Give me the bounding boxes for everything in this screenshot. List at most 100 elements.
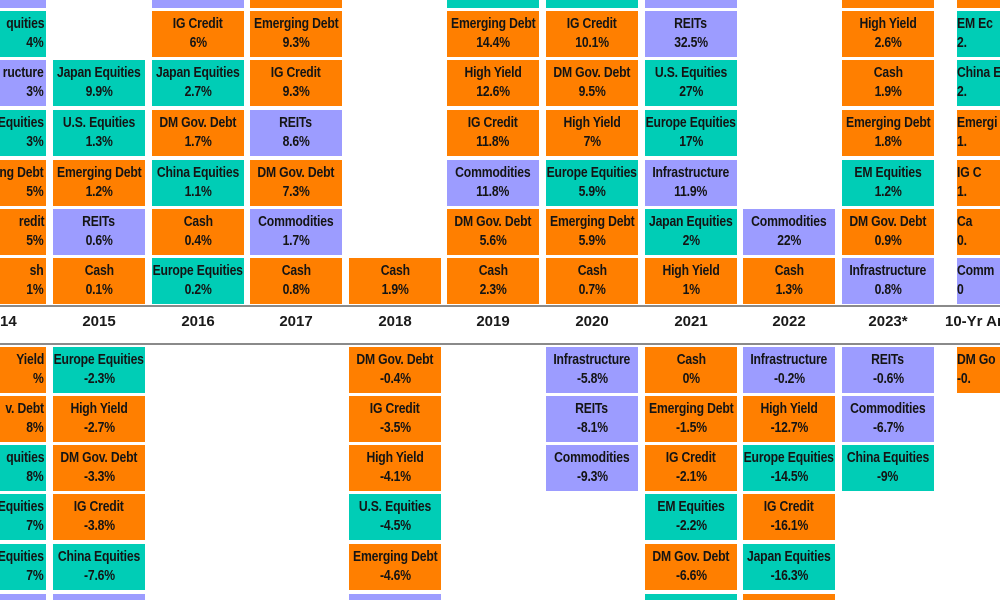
return-value-label: 0.4% xyxy=(184,233,212,249)
return-value-label: 5% xyxy=(26,233,44,249)
asset-class-label: REITs xyxy=(575,401,609,417)
return-value-label: -6.7% xyxy=(872,420,904,436)
negative-return-cell xyxy=(645,594,737,600)
asset-class-label: DM Gov. Debt xyxy=(454,214,532,230)
return-value-label: -3.5% xyxy=(379,420,411,436)
negative-return-cell: IG Credit -2.1% xyxy=(645,445,737,491)
negative-return-cell: Equities 7% xyxy=(0,544,46,590)
year-label: 2017 xyxy=(279,313,313,330)
positive-return-cell: High Yield 7% xyxy=(546,110,638,156)
negative-return-cell: Equities 7% xyxy=(0,494,46,540)
return-value-label: 2.6% xyxy=(874,35,902,51)
negative-return-cell: DM Gov. Debt -3.3% xyxy=(53,445,145,491)
negative-return-cell xyxy=(743,594,835,600)
asset-class-label: Yield xyxy=(16,352,44,368)
positive-return-cell: Cash 2.3% xyxy=(447,258,539,304)
positive-return-cell xyxy=(250,0,342,8)
return-value-label: 11.8% xyxy=(476,184,510,200)
return-value-label: 1.7% xyxy=(184,134,212,150)
positive-return-cell: China E 2. xyxy=(957,60,1000,106)
asset-class-label: REITs xyxy=(871,352,905,368)
asset-class-label: Cash xyxy=(84,263,114,279)
positive-return-cell: Commodities 11.8% xyxy=(447,160,539,206)
positive-return-cell: Cash 0.7% xyxy=(546,258,638,304)
return-value-label: 1.8% xyxy=(874,134,902,150)
positive-return-cell: ructure 3% xyxy=(0,60,46,106)
asset-class-label: Emerging Debt xyxy=(648,401,734,417)
negative-return-cell: v. Debt 8% xyxy=(0,396,46,442)
asset-class-label: redit xyxy=(18,214,44,230)
return-value-label: 0.6% xyxy=(85,233,113,249)
year-label: 2016 xyxy=(181,313,215,330)
return-value-label: 0.9% xyxy=(874,233,902,249)
negative-return-cell: U.S. Equities -4.5% xyxy=(349,494,441,540)
year-label: 2022 xyxy=(772,313,806,330)
return-value-label: -2.2% xyxy=(675,518,707,534)
return-value-label: 2. xyxy=(957,84,967,100)
positive-return-cell: High Yield 2.6% xyxy=(842,11,934,57)
positive-return-cell xyxy=(842,0,934,8)
asset-class-label: Emerging Debt xyxy=(253,16,339,32)
asset-class-label: DM Gov. Debt xyxy=(356,352,434,368)
asset-class-label: Equities xyxy=(0,499,44,515)
return-value-label: 0 xyxy=(957,282,964,298)
positive-return-cell: Cash 0.1% xyxy=(53,258,145,304)
return-value-label: 17% xyxy=(679,134,703,150)
asset-class-label: IG Credit xyxy=(74,499,124,515)
return-value-label: 5.6% xyxy=(479,233,507,249)
negative-return-cell: REITs -8.1% xyxy=(546,396,638,442)
asset-class-label: Europe Equities xyxy=(743,450,835,466)
positive-return-cell: IG Credit 10.1% xyxy=(546,11,638,57)
year-label: 2020 xyxy=(575,313,609,330)
return-value-label: 9.3% xyxy=(282,84,310,100)
negative-return-cell: quities 8% xyxy=(0,445,46,491)
return-value-label: -0.2% xyxy=(773,371,805,387)
asset-class-label: High Yield xyxy=(859,16,917,32)
asset-class-label: Infrastructure xyxy=(652,165,730,181)
return-value-label: -4.5% xyxy=(379,518,411,534)
negative-return-cell: China Equities -7.6% xyxy=(53,544,145,590)
positive-return-cell: IG Credit 6% xyxy=(152,11,244,57)
asset-class-label: Infrastructure xyxy=(849,263,927,279)
return-value-label: 2% xyxy=(682,233,700,249)
return-value-label: 22% xyxy=(777,233,801,249)
asset-class-label: DM Gov. Debt xyxy=(849,214,927,230)
return-value-label: 3% xyxy=(26,134,44,150)
asset-class-label: Cash xyxy=(676,352,706,368)
return-value-label: -0. xyxy=(957,371,971,387)
asset-class-label: DM Gov. Debt xyxy=(652,549,730,565)
asset-class-label: Emerging Debt xyxy=(845,115,931,131)
asset-class-label: U.S. Equities xyxy=(654,65,728,81)
positive-return-cell: Emergi 1. xyxy=(957,110,1000,156)
return-value-label: 3% xyxy=(26,84,44,100)
return-value-label: -9.3% xyxy=(576,469,608,485)
positive-return-cell: Infrastructure 0.8% xyxy=(842,258,934,304)
asset-class-label: IG Credit xyxy=(173,16,223,32)
negative-return-cell: Cash 0% xyxy=(645,347,737,393)
negative-return-cell: EM Equities -2.2% xyxy=(645,494,737,540)
return-value-label: 11.8% xyxy=(476,134,510,150)
negative-return-cell: High Yield -4.1% xyxy=(349,445,441,491)
return-value-label: 2.3% xyxy=(479,282,507,298)
asset-class-label: Infrastructure xyxy=(750,352,828,368)
asset-class-label: China E xyxy=(957,65,1000,81)
positive-return-cell: Emerging Debt 5.9% xyxy=(546,209,638,255)
asset-class-label: China Equities xyxy=(156,165,240,181)
return-value-label: 27% xyxy=(679,84,703,100)
return-value-label: 1. xyxy=(957,184,967,200)
asset-class-label: quities xyxy=(5,16,44,32)
positive-return-cell: Emerging Debt 9.3% xyxy=(250,11,342,57)
return-value-label: 9.3% xyxy=(282,35,310,51)
return-value-label: 8.6% xyxy=(282,134,310,150)
asset-class-label: EM Ec xyxy=(957,16,993,32)
positive-return-cell: Cash 1.3% xyxy=(743,258,835,304)
negative-return-cell: China Equities -9% xyxy=(842,445,934,491)
asset-class-label: Commodities xyxy=(455,165,531,181)
return-value-label: -14.5% xyxy=(770,469,808,485)
asset-class-label: Japan Equities xyxy=(747,549,831,565)
return-value-label: -2.7% xyxy=(83,420,115,436)
year-label: 2018 xyxy=(378,313,412,330)
negative-return-cell: REITs -0.6% xyxy=(842,347,934,393)
return-value-label: 9.9% xyxy=(85,84,113,100)
asset-class-label: China Equities xyxy=(57,549,141,565)
